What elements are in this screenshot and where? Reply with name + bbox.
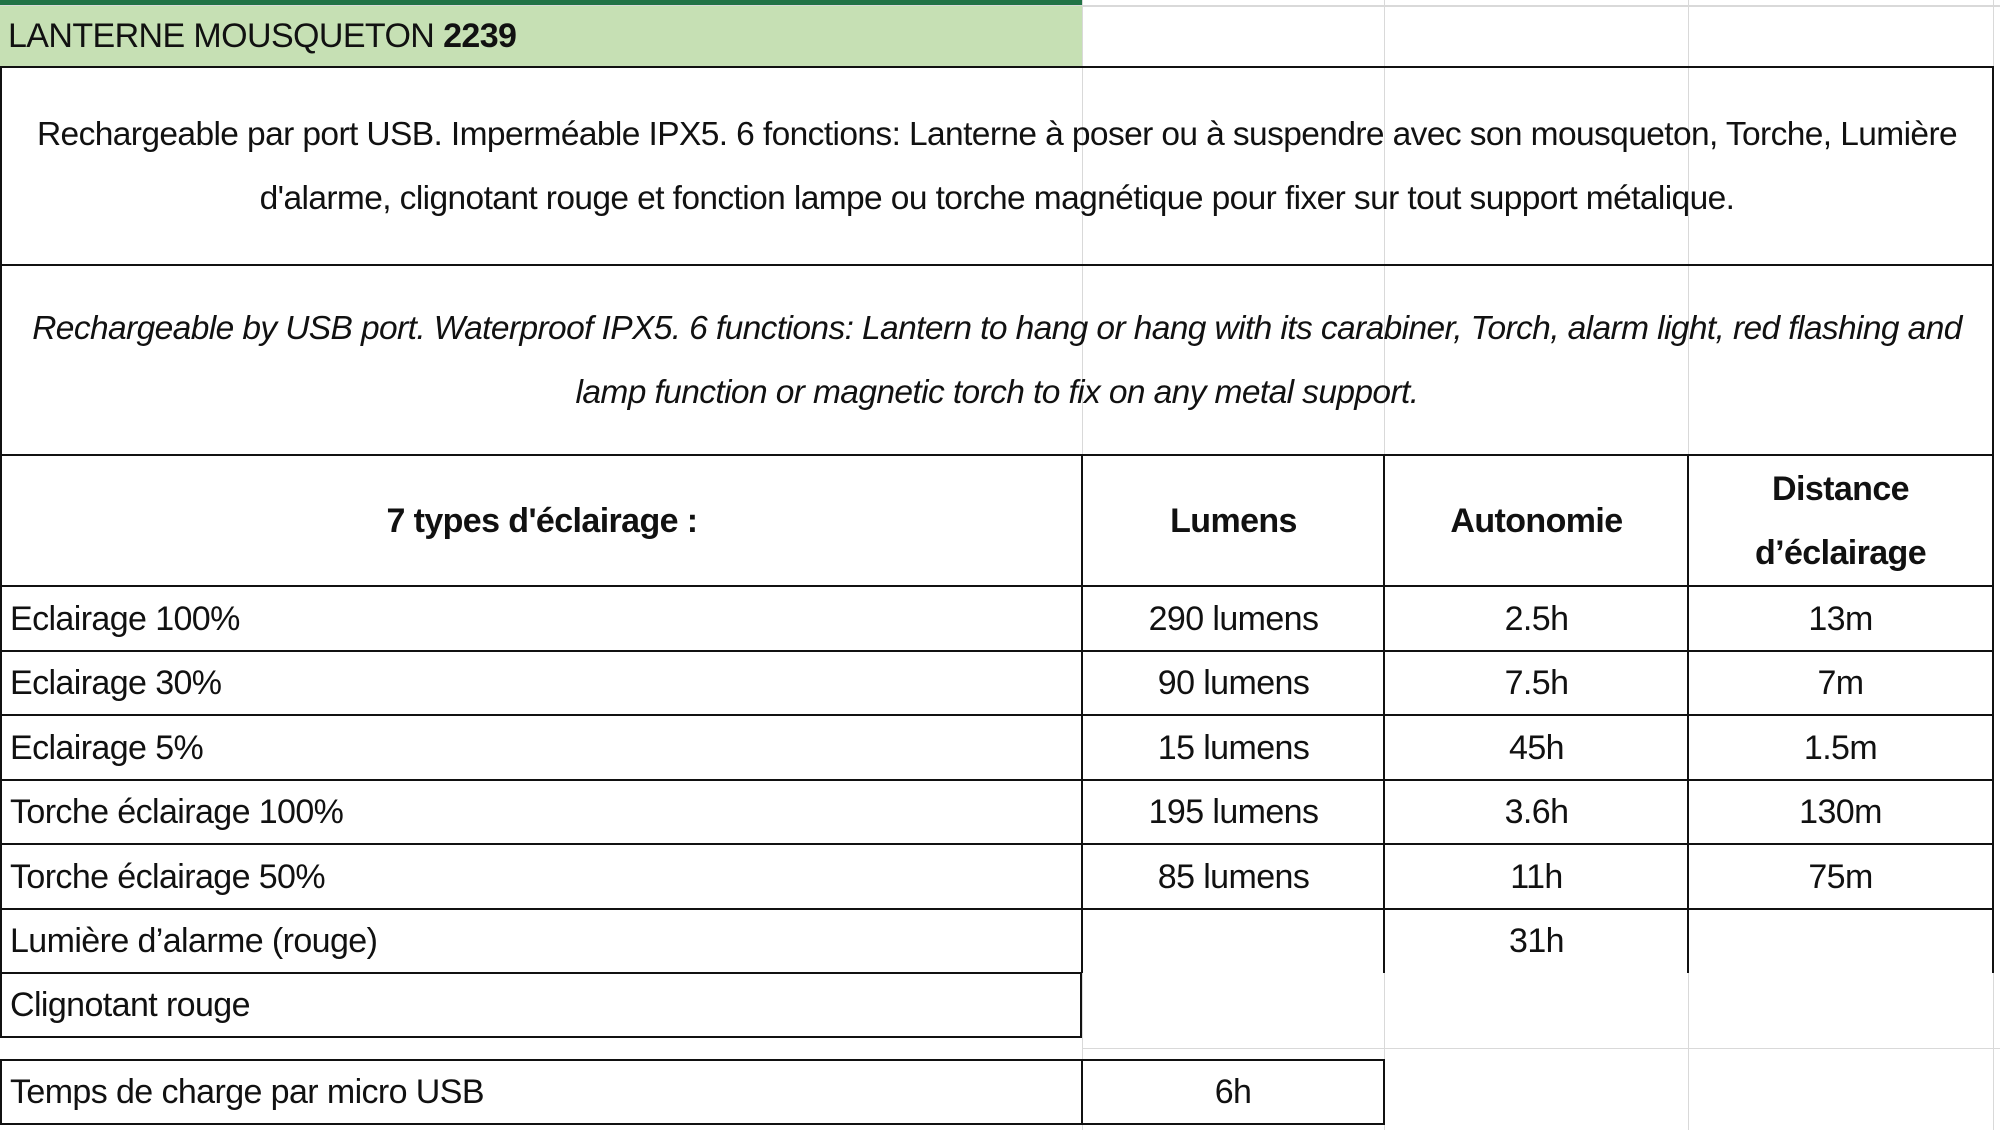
header-autonomie[interactable]: Autonomie [1383, 454, 1688, 586]
row-distance[interactable]: 13m [1687, 585, 1994, 651]
row-autonomie[interactable]: 11h [1383, 843, 1688, 909]
charge-value[interactable]: 6h [1081, 1059, 1385, 1125]
description-fr[interactable]: Rechargeable par port USB. Imperméable I… [0, 66, 1994, 265]
row-lumens[interactable]: 15 lumens [1081, 714, 1384, 780]
title-cell[interactable]: LANTERNE MOUSQUETON 2239 [0, 6, 1082, 66]
header-distance[interactable]: Distance d’éclairage [1687, 454, 1994, 586]
description-en[interactable]: Rechargeable by USB port. Waterproof IPX… [0, 264, 1994, 455]
row-autonomie[interactable]: 7.5h [1383, 650, 1688, 715]
row-type[interactable]: Torche éclairage 50% [0, 843, 1082, 909]
row-distance[interactable]: 1.5m [1687, 714, 1994, 780]
row-autonomie[interactable]: 3.6h [1383, 779, 1688, 844]
header-lumens[interactable]: Lumens [1081, 454, 1384, 586]
row-type[interactable]: Torche éclairage 100% [0, 779, 1082, 844]
row-lumens[interactable] [1081, 908, 1384, 973]
row-autonomie[interactable]: 45h [1383, 714, 1688, 780]
row-autonomie[interactable]: 2.5h [1383, 585, 1688, 651]
header-types[interactable]: 7 types d'éclairage : [0, 454, 1082, 586]
row-autonomie[interactable]: 31h [1383, 908, 1688, 973]
selected-column-indicator [0, 0, 1082, 5]
row-lumens[interactable]: 85 lumens [1081, 843, 1384, 909]
row-type[interactable]: Eclairage 5% [0, 714, 1082, 780]
row-distance[interactable]: 130m [1687, 779, 1994, 844]
row-type[interactable]: Eclairage 100% [0, 585, 1082, 651]
row-type[interactable]: Lumière d’alarme (rouge) [0, 908, 1082, 973]
row-distance[interactable]: 7m [1687, 650, 1994, 715]
row-lumens[interactable]: 90 lumens [1081, 650, 1384, 715]
charge-label[interactable]: Temps de charge par micro USB [0, 1059, 1082, 1125]
row-type[interactable]: Clignotant rouge [0, 972, 1082, 1038]
row-distance[interactable]: 75m [1687, 843, 1994, 909]
row-type[interactable]: Eclairage 30% [0, 650, 1082, 715]
row-lumens[interactable]: 195 lumens [1081, 779, 1384, 844]
title-number: 2239 [443, 16, 517, 55]
gridline [1082, 1048, 2000, 1049]
title-prefix: LANTERNE MOUSQUETON [8, 16, 444, 55]
row-distance[interactable] [1687, 908, 1994, 973]
row-lumens[interactable]: 290 lumens [1081, 585, 1384, 651]
